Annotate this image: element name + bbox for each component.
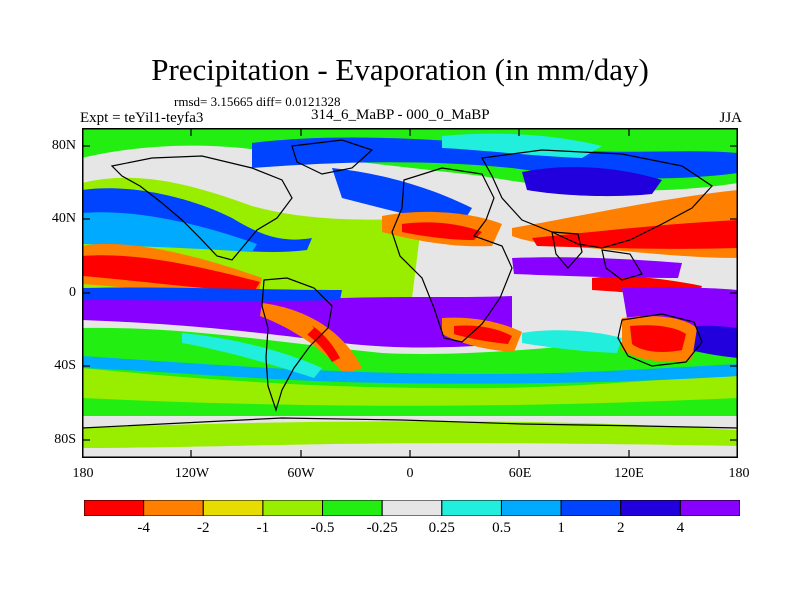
field-lightblue-so xyxy=(82,356,738,384)
field-purple-asia xyxy=(522,166,662,197)
case-label: 314_6_MaBP - 000_0_MaBP xyxy=(311,107,490,123)
coast-europe-africa xyxy=(391,167,513,343)
field-cyan-sio xyxy=(522,330,622,353)
colorbar-swatch xyxy=(262,500,324,516)
field-red-satl xyxy=(454,325,512,344)
colorbar-label: -0.25 xyxy=(366,520,398,536)
field-orange-sam xyxy=(274,308,314,338)
field-lightblue-npac xyxy=(82,212,257,252)
colorbar-swatch xyxy=(84,500,145,516)
field-blue-itcz xyxy=(82,287,342,301)
colorbar-label: 2 xyxy=(616,520,625,536)
map-ticks xyxy=(82,128,738,458)
precipitation-evaporation-map xyxy=(82,128,738,458)
season-label: JJA xyxy=(719,110,742,126)
colorbar-label: 1 xyxy=(557,520,565,536)
y-tick-label: 80S xyxy=(54,432,76,447)
y-tick-label: 80N xyxy=(51,138,76,153)
colorbar-label: 0.5 xyxy=(492,520,511,536)
x-tick-label: 60E xyxy=(508,466,532,481)
coast-greenland xyxy=(291,139,374,175)
x-tick-label: 120E xyxy=(614,466,644,481)
colorbar-label: -1 xyxy=(256,520,270,536)
coastlines xyxy=(82,139,738,429)
colorbar-swatch xyxy=(560,500,622,516)
colorbar-swatch xyxy=(322,500,383,516)
field-green-s2 xyxy=(82,368,738,406)
field-cyan-arctic xyxy=(442,133,602,158)
colorbar-swatch xyxy=(441,500,502,516)
colorbar-label: -0.5 xyxy=(310,520,335,536)
y-tick-label: 40N xyxy=(51,211,76,226)
colorbar-label: -4 xyxy=(137,520,150,536)
coast-se-asia xyxy=(601,249,643,281)
colorbar-label: 0.25 xyxy=(428,520,455,536)
stats-line: rmsd= 3.15665 diff= 0.0121328 xyxy=(174,94,341,109)
colorbar-swatch xyxy=(620,500,681,516)
field-red-npac xyxy=(82,255,260,292)
colorbar-swatch xyxy=(679,500,740,516)
coast-south-america xyxy=(261,277,333,412)
colorbar-label: 4 xyxy=(676,520,685,536)
field-red-wpac xyxy=(532,220,738,249)
coast-antarctica xyxy=(82,417,738,429)
y-tick-label: 40S xyxy=(54,358,76,373)
colorbar-swatch xyxy=(202,500,264,516)
coast-india xyxy=(551,231,583,269)
colorbar-swatch xyxy=(143,500,204,516)
colorbar xyxy=(84,500,740,516)
x-tick-label: 180 xyxy=(728,466,750,481)
colorbar-label: -2 xyxy=(197,520,210,536)
field-purple-io xyxy=(512,257,682,278)
y-tick-label: 0 xyxy=(69,285,76,300)
field-blue-arctic xyxy=(252,137,738,179)
x-tick-label: 120W xyxy=(174,466,210,481)
x-tick-label: 180 xyxy=(72,466,94,481)
coast-north-america xyxy=(110,155,293,261)
field-cyan-spac xyxy=(182,333,322,378)
plot-title: Precipitation - Evaporation (in mm/day) xyxy=(151,52,649,87)
coast-asia xyxy=(481,149,713,249)
field-blue-npac xyxy=(82,188,312,253)
x-tick-label: 60W xyxy=(287,466,315,481)
field-green-antarctica xyxy=(82,421,738,448)
experiment-label: Expt = teYil1-teyfa3 xyxy=(80,110,204,126)
coast-australia xyxy=(617,313,703,367)
colorbar-swatch xyxy=(500,500,562,516)
x-tick-label: 0 xyxy=(406,466,414,481)
field-blue-natl xyxy=(332,168,472,224)
colorbar-swatch xyxy=(381,500,443,516)
field-red-aus xyxy=(630,325,686,352)
field-red-sahara xyxy=(402,222,482,240)
